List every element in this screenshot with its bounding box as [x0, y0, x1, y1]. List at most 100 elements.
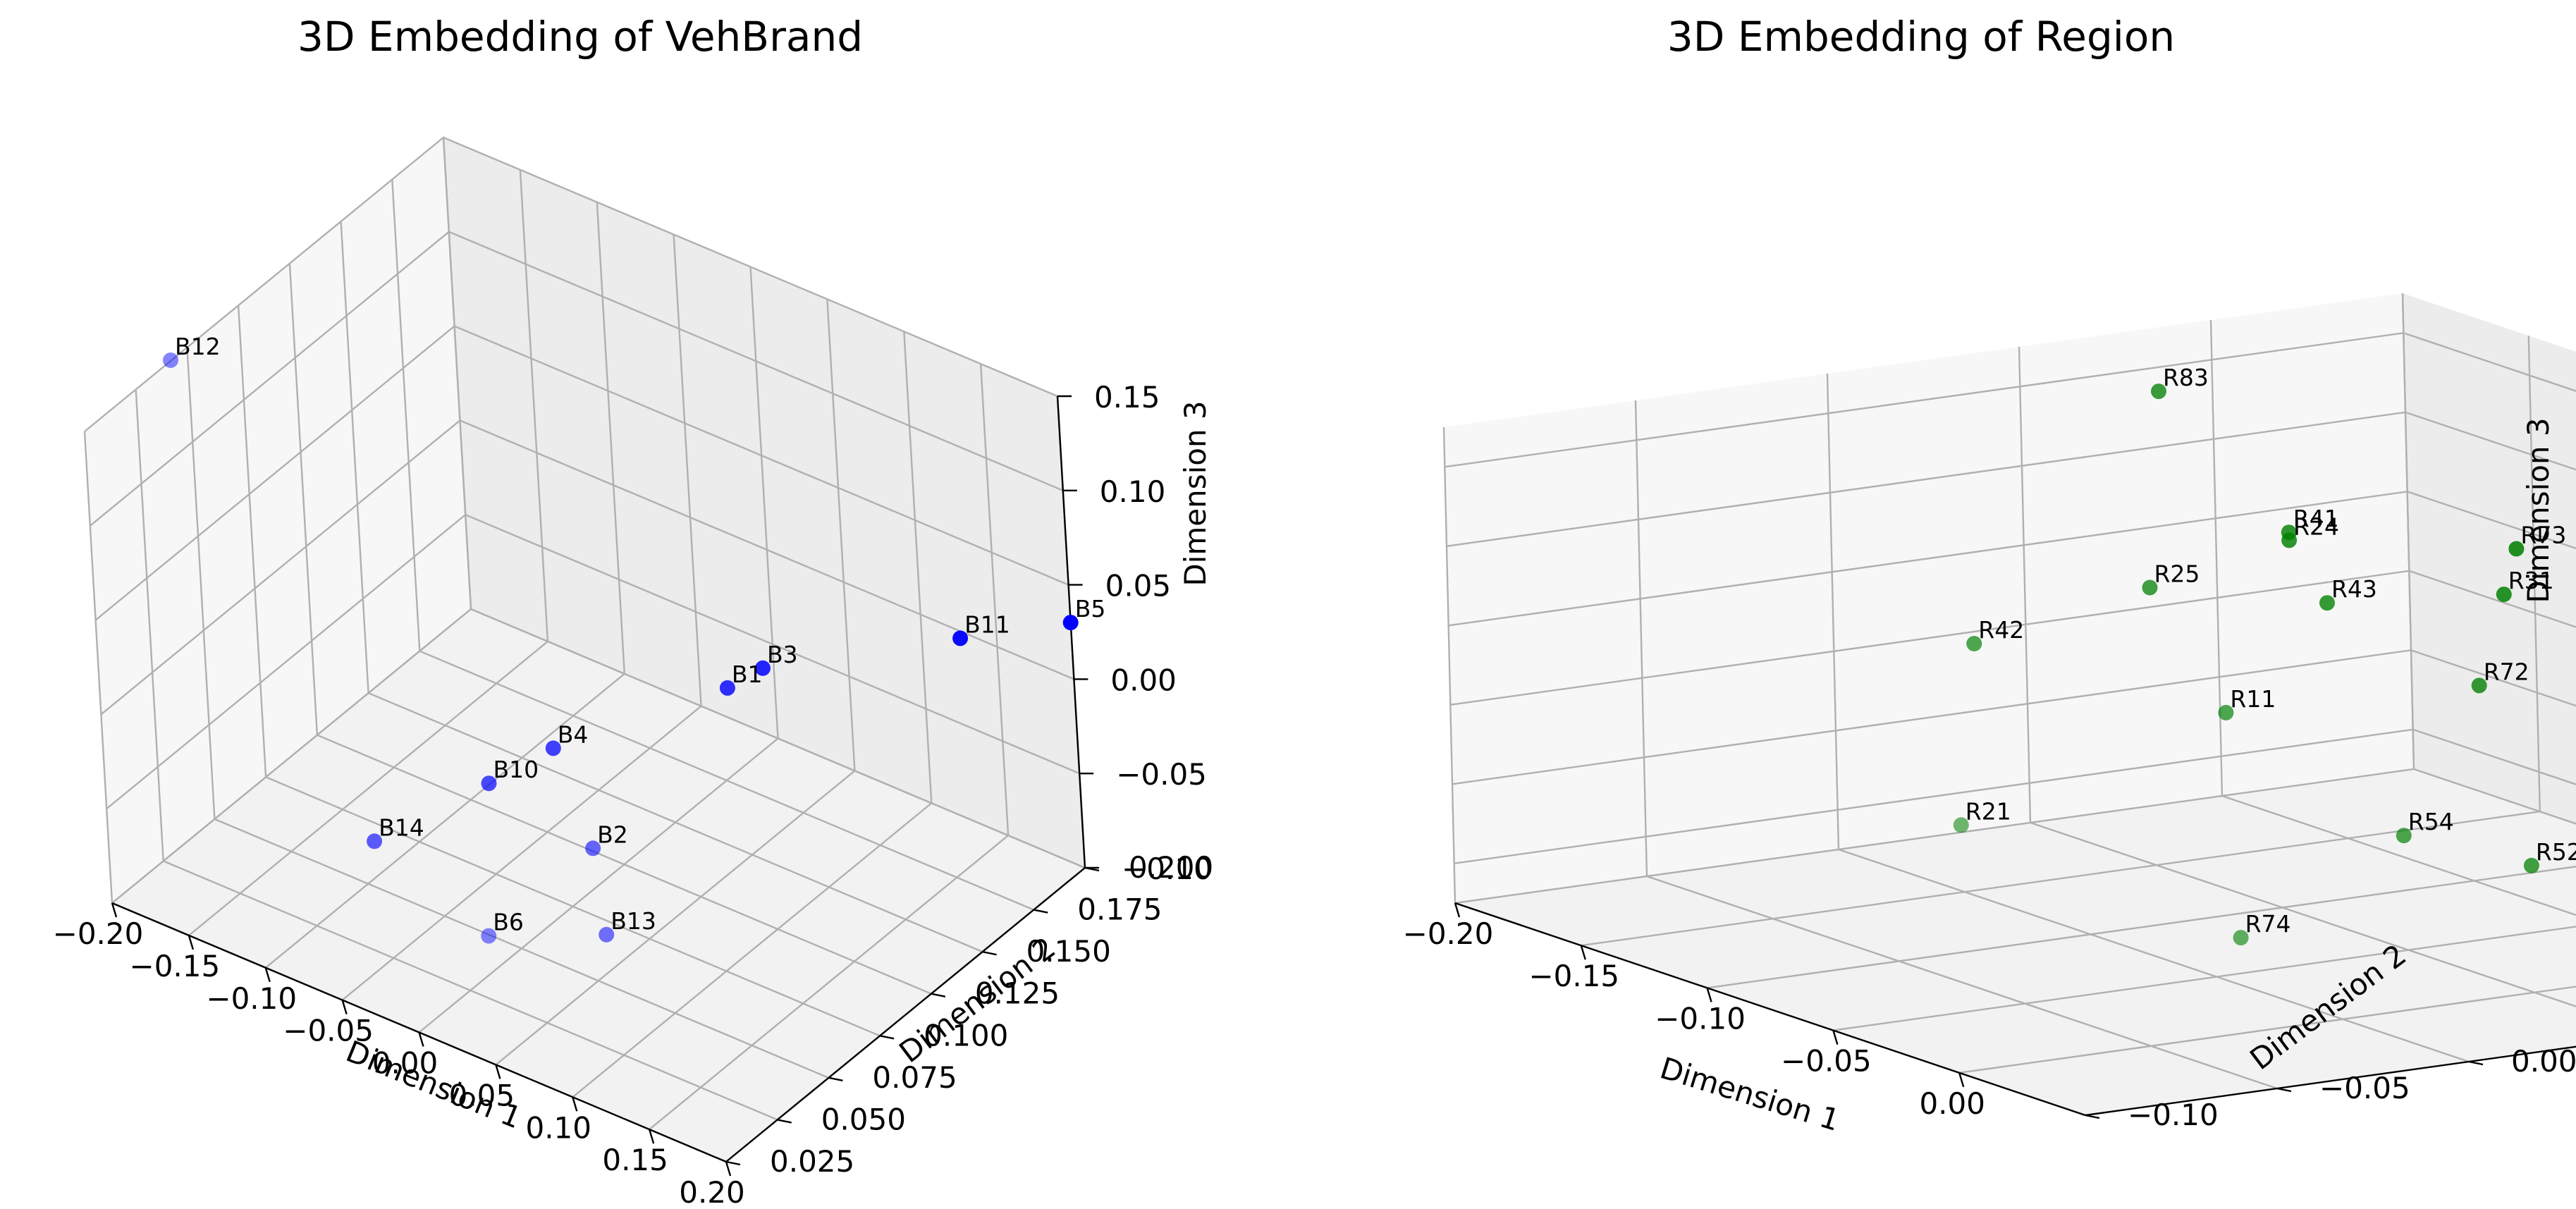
x-tick-label: −0.20 — [53, 916, 144, 951]
data-point-B11 — [952, 630, 969, 646]
panel-1: −0.20−0.15−0.10−0.050.00−0.10−0.050.000.… — [1403, 13, 2576, 1138]
z-gridline — [106, 513, 1080, 810]
x-tick-label: −0.15 — [130, 949, 221, 983]
y-tick-label: 0.050 — [821, 1102, 906, 1136]
z-axis-label: Dimension 3 — [2521, 417, 2556, 603]
y-tick-label: 0.175 — [1077, 892, 1162, 927]
y-tick-label: 0.025 — [770, 1144, 854, 1179]
x-tick-mark — [725, 1161, 732, 1177]
data-point-B2 — [585, 840, 601, 857]
z-axis-label: Dimension 3 — [1178, 400, 1213, 586]
x-tick-label: −0.10 — [1655, 1001, 1746, 1036]
data-label-R42: R42 — [1978, 616, 2024, 644]
data-label-B11: B11 — [964, 610, 1010, 638]
data-point-B6 — [481, 928, 497, 944]
axes — [1454, 902, 2576, 1117]
floor-pane — [1455, 769, 2576, 1115]
data-point-B12 — [163, 352, 178, 368]
x-tick-label: 0.10 — [525, 1110, 591, 1145]
y-tick-label: 0.200 — [1129, 850, 1213, 885]
data-points: R94R22R93R23R73R91R31R41R24R26R43R72R53R… — [1953, 364, 2576, 946]
data-point-R54 — [2396, 828, 2412, 844]
data-label-R21: R21 — [1965, 797, 2011, 825]
data-label-R25: R25 — [2154, 560, 2200, 588]
data-label-R43: R43 — [2331, 575, 2377, 603]
data-point-R72 — [2471, 677, 2487, 694]
x-tick-mark — [1706, 988, 1712, 1002]
data-point-B1 — [719, 680, 735, 696]
data-point-R25 — [2142, 579, 2158, 596]
data-point-R31 — [2496, 587, 2512, 603]
z-axis-line — [1056, 395, 1086, 869]
data-point-B5 — [1062, 615, 1079, 631]
y-tick-mark — [2085, 1114, 2100, 1119]
x-tick-mark — [111, 902, 118, 918]
x-axis-line — [1454, 902, 2086, 1117]
x-tick-label: 0.00 — [1919, 1086, 1985, 1121]
x-tick-label: −0.10 — [206, 981, 297, 1016]
y-tick-mark — [982, 950, 997, 956]
y-tick-mark — [879, 1035, 895, 1040]
data-label-B10: B10 — [493, 756, 539, 783]
z-gridline — [94, 325, 1069, 621]
data-label-R73: R73 — [2520, 522, 2566, 549]
data-label-R11: R11 — [2230, 685, 2276, 713]
z-gridline — [1445, 332, 2576, 468]
x-tick-mark — [572, 1096, 578, 1112]
data-label-B1: B1 — [732, 661, 763, 688]
y-gridline — [2401, 293, 2576, 825]
x-tick-label: 0.20 — [679, 1175, 745, 1209]
z-tick-label: 0.05 — [1105, 569, 1172, 603]
x-tick-mark — [188, 935, 195, 950]
data-label-R52: R52 — [2536, 838, 2576, 866]
x-tick-mark — [1454, 902, 1461, 918]
z-tick-label: −0.05 — [1116, 757, 1207, 792]
data-label-R83: R83 — [2163, 364, 2209, 391]
y-tick-mark — [725, 1160, 741, 1166]
data-label-R41: R41 — [2293, 505, 2339, 532]
x-tick-label: 0.00 — [372, 1046, 438, 1081]
data-label-B3: B3 — [767, 641, 798, 668]
x-tick-mark — [264, 967, 271, 983]
y-gridline — [2018, 346, 2576, 1007]
y-tick-label: −0.05 — [2319, 1071, 2410, 1105]
z-gridline — [100, 419, 1074, 716]
data-label-B2: B2 — [597, 821, 628, 848]
x-tick-mark — [1832, 1030, 1839, 1045]
y-tick-label: 0.00 — [2511, 1044, 2576, 1079]
x-tick-label: 0.15 — [602, 1143, 668, 1177]
y-tick-mark — [777, 1119, 792, 1124]
data-point-R73 — [2508, 541, 2525, 557]
data-point-B14 — [367, 833, 383, 849]
y-tick-label: 0.125 — [975, 976, 1060, 1011]
x-tick-mark — [341, 1000, 348, 1014]
x-tick-mark — [1958, 1072, 1965, 1088]
y-tick-mark — [2468, 1060, 2484, 1066]
x-tick-mark — [1580, 945, 1586, 960]
y-gridline — [1634, 400, 2278, 1090]
data-point-R52 — [2523, 857, 2539, 873]
x-gridline — [1959, 986, 2576, 1074]
z-tick-label: 0.10 — [1100, 474, 1166, 509]
z-tick-label: −0.10 — [1122, 852, 1213, 886]
y-tick-label: −0.10 — [2128, 1098, 2219, 1132]
data-point-R21 — [1953, 817, 1969, 833]
x-tick-mark — [495, 1064, 501, 1079]
data-label-B14: B14 — [379, 814, 424, 841]
x-tick-label: 0.05 — [449, 1078, 515, 1112]
z-gridline — [111, 608, 1086, 904]
data-point-R74 — [2233, 930, 2249, 946]
z-gridline — [1452, 649, 2576, 785]
data-label-R31: R31 — [2508, 567, 2554, 594]
data-label-R74: R74 — [2245, 910, 2291, 938]
x-tick-label: −0.15 — [1528, 959, 1619, 993]
y-axis-line — [2085, 1045, 2576, 1117]
y-tick-label: 0.100 — [924, 1018, 1008, 1052]
z-gridline — [1446, 411, 2576, 547]
y-tick-mark — [931, 993, 946, 998]
y-tick-mark — [828, 1076, 843, 1082]
y-tick-label: 0.075 — [872, 1060, 957, 1095]
z-gridline — [90, 231, 1064, 527]
